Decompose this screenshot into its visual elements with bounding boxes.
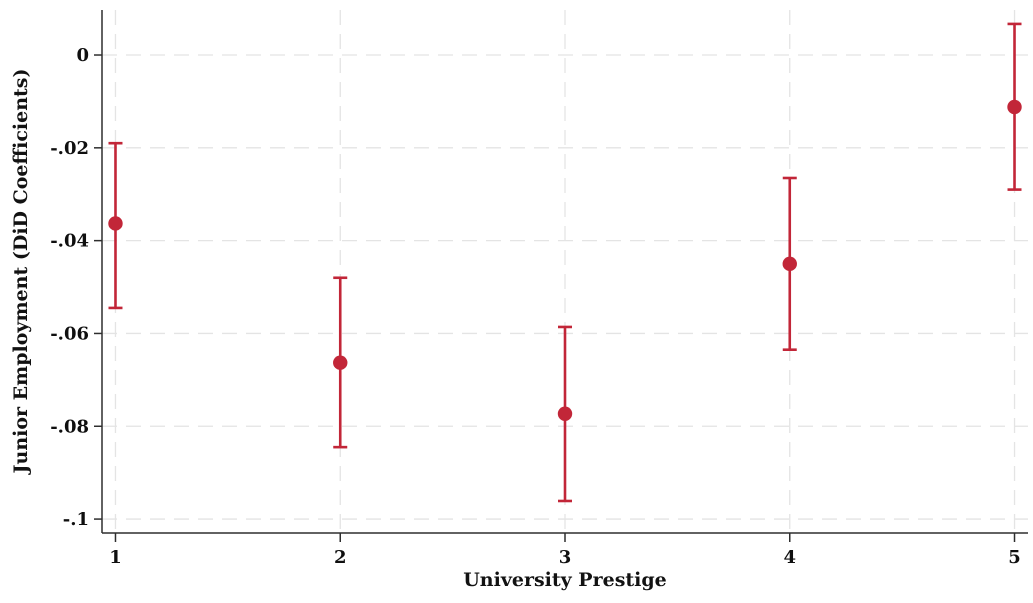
y-tick-label: -.06: [50, 323, 89, 344]
y-tick-label: -.04: [50, 231, 89, 252]
x-tick-label: 5: [1008, 547, 1021, 568]
y-tick-label: -.08: [50, 416, 89, 437]
y-tick-label: -.1: [63, 509, 89, 530]
data-point-marker: [1007, 99, 1022, 115]
data-point-marker: [557, 406, 573, 421]
data-point-marker: [782, 256, 797, 272]
data-point-marker: [108, 216, 123, 231]
y-tick-label: 0: [76, 45, 89, 66]
y-tick-label: -.02: [50, 138, 89, 159]
x-tick-label: 4: [783, 547, 796, 568]
x-tick-label: 2: [334, 547, 347, 568]
y-axis-title: Junior Employment (DiD Coefficients): [10, 68, 32, 474]
x-tick-label: 1: [109, 547, 122, 568]
data-point-marker: [333, 355, 348, 370]
x-tick-label: 3: [559, 547, 572, 568]
x-axis-title: University Prestige: [463, 569, 667, 591]
